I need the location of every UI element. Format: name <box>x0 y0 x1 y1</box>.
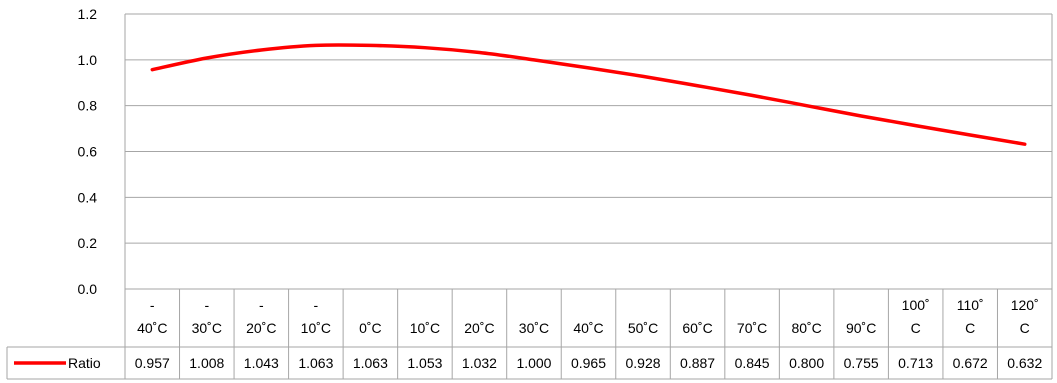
series-lines <box>150 43 1027 146</box>
data-table-value: 0.800 <box>789 355 824 371</box>
x-category-label: 20˚C <box>246 320 276 336</box>
x-category-label: 30˚C <box>519 320 549 336</box>
x-category-label: 90˚C <box>846 320 876 336</box>
legend-label: Ratio <box>68 355 101 371</box>
y-tick-label: 0.2 <box>78 235 98 251</box>
data-table: - 40˚C - 30˚C - 20˚C - 10˚C 0˚C 10˚C 20˚C 30˚C 40˚C 5… <box>6 288 1052 380</box>
x-category-label: 80˚C <box>791 320 821 336</box>
x-category-label: 50˚C <box>628 320 658 336</box>
gridlines <box>124 13 1053 379</box>
x-category-label: 120˚ <box>1011 297 1039 313</box>
x-category-label: 20˚C <box>464 320 494 336</box>
x-category-label: 10˚C <box>301 320 331 336</box>
data-table-value: 1.053 <box>407 355 442 371</box>
y-tick-label: 0.8 <box>78 98 98 114</box>
x-category-label: 30˚C <box>192 320 222 336</box>
x-category-label: - <box>204 297 209 313</box>
data-table-value: 0.755 <box>844 355 879 371</box>
x-category-label: C <box>911 320 921 336</box>
x-category-label: 40˚C <box>137 320 167 336</box>
y-tick-label: 1.2 <box>78 6 98 22</box>
x-category-label: C <box>1020 320 1030 336</box>
data-table-value: 1.000 <box>516 355 551 371</box>
y-tick-label: 0.4 <box>78 189 98 205</box>
data-table-value: 1.063 <box>353 355 388 371</box>
x-category-label: - <box>314 297 319 313</box>
y-axis-tick-labels: 0.0 0.2 0.4 0.6 0.8 1.0 1.2 <box>78 6 98 297</box>
y-tick-label: 1.0 <box>78 52 98 68</box>
x-category-label: - <box>150 297 155 313</box>
x-category-label: 10˚C <box>410 320 440 336</box>
x-category-label: 40˚C <box>573 320 603 336</box>
y-tick-label: 0.0 <box>78 281 98 297</box>
data-table-value: 0.845 <box>735 355 770 371</box>
x-category-label: 60˚C <box>682 320 712 336</box>
data-table-value: 0.713 <box>898 355 933 371</box>
data-table-value: 0.887 <box>680 355 715 371</box>
data-table-value: 0.632 <box>1007 355 1042 371</box>
x-category-label: - <box>259 297 264 313</box>
x-category-label: 70˚C <box>737 320 767 336</box>
data-table-value: 0.965 <box>571 355 606 371</box>
data-table-value: 1.063 <box>298 355 333 371</box>
x-category-label: C <box>965 320 975 336</box>
data-table-value: 0.672 <box>953 355 988 371</box>
data-table-value: 1.032 <box>462 355 497 371</box>
data-table-value: 1.008 <box>189 355 224 371</box>
data-table-value: 0.957 <box>135 355 170 371</box>
x-category-label: 100˚ <box>902 297 930 313</box>
y-tick-label: 0.6 <box>78 144 98 160</box>
x-category-label: 0˚C <box>359 320 382 336</box>
data-table-value: 0.928 <box>626 355 661 371</box>
data-table-value: 1.043 <box>244 355 279 371</box>
x-category-label: 110˚ <box>957 297 984 313</box>
series-line-ratio <box>150 43 1027 146</box>
